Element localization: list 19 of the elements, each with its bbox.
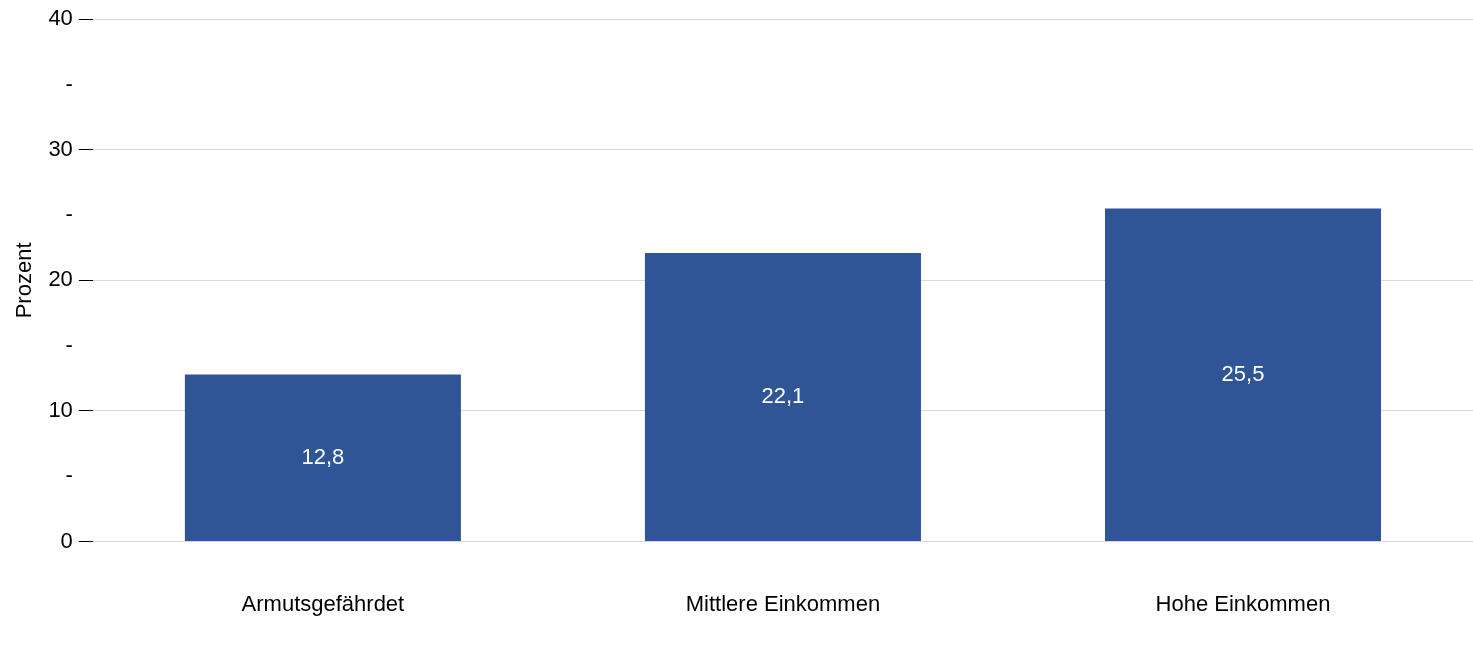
y-tick-label: 40 [48,5,73,31]
y-tick-label: 20 [48,266,73,292]
bar [184,374,461,542]
bar [1104,208,1381,542]
y-tick-label: - [65,331,73,357]
x-tick-label: Armutsgefährdet [241,590,405,616]
bar [644,252,921,542]
y-tick-label: - [65,70,73,96]
data-label: 22,1 [761,383,805,409]
y-axis-title: Prozent [11,242,37,319]
y-tick-label: 0 [60,527,73,553]
y-tick-label: 30 [48,135,73,161]
x-tick-label: Hohe Einkommen [1155,590,1331,616]
y-tick-label: - [65,462,73,488]
y-tick-label: - [65,201,73,227]
x-tick-label: Mittlere Einkommen [685,590,881,616]
data-label: 12,8 [301,443,345,469]
y-tick-label: 10 [48,397,73,423]
data-label: 25,5 [1221,360,1265,386]
